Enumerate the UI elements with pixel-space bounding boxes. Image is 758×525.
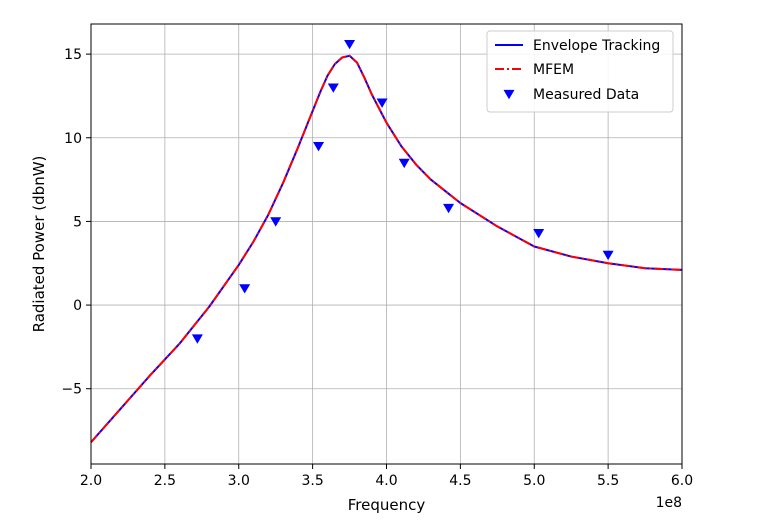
x-tick-label: 4.0 (375, 473, 397, 489)
measured-data-point (533, 229, 545, 239)
x-tick-label: 3.0 (228, 473, 250, 489)
measured-data-point (313, 142, 325, 152)
x-offset-label: 1e8 (656, 495, 682, 511)
legend-label-envelope-tracking: Envelope Tracking (533, 38, 660, 54)
y-tick-label: 5 (73, 214, 82, 230)
axis-ticks: 2.0 2.5 3.0 3.5 4.0 4.5 5.0 5.5 6.0 −5 0 5 10 15 (61, 47, 693, 489)
legend-box (486, 30, 674, 113)
measured-data-point (376, 98, 388, 108)
x-tick-label: 2.0 (80, 473, 102, 489)
measured-data-point (344, 39, 356, 50)
measured-data-point (398, 158, 410, 169)
legend-swatch-measured-data (503, 89, 515, 100)
y-axis-label: Radiated Power (dbnW) (30, 156, 48, 333)
legend: Envelope Tracking MFEM Measured Data (486, 30, 674, 113)
y-tick-label: −5 (61, 382, 82, 398)
measured-data-point (191, 334, 203, 344)
x-tick-label: 5.5 (597, 473, 619, 489)
x-axis-label: Frequency (348, 496, 426, 514)
measured-data-point (270, 217, 282, 227)
measured-data-point (602, 250, 614, 261)
series-line-mfem (90, 54, 683, 443)
x-tick-label: 3.5 (301, 473, 323, 489)
plot-series (90, 39, 683, 443)
measured-data-point (443, 203, 455, 214)
measured-data-point (327, 83, 339, 93)
x-tick-label: 5.0 (523, 473, 545, 489)
x-tick-label: 4.5 (449, 473, 471, 489)
legend-label-mfem: MFEM (533, 62, 574, 78)
y-tick-label: 15 (64, 47, 82, 63)
measured-data-point (239, 284, 251, 294)
x-tick-label: 6.0 (671, 473, 693, 489)
x-tick-label: 2.5 (154, 473, 176, 489)
y-tick-label: 10 (64, 131, 82, 147)
y-tick-label: 0 (73, 298, 82, 314)
legend-label-measured-data: Measured Data (533, 87, 639, 103)
